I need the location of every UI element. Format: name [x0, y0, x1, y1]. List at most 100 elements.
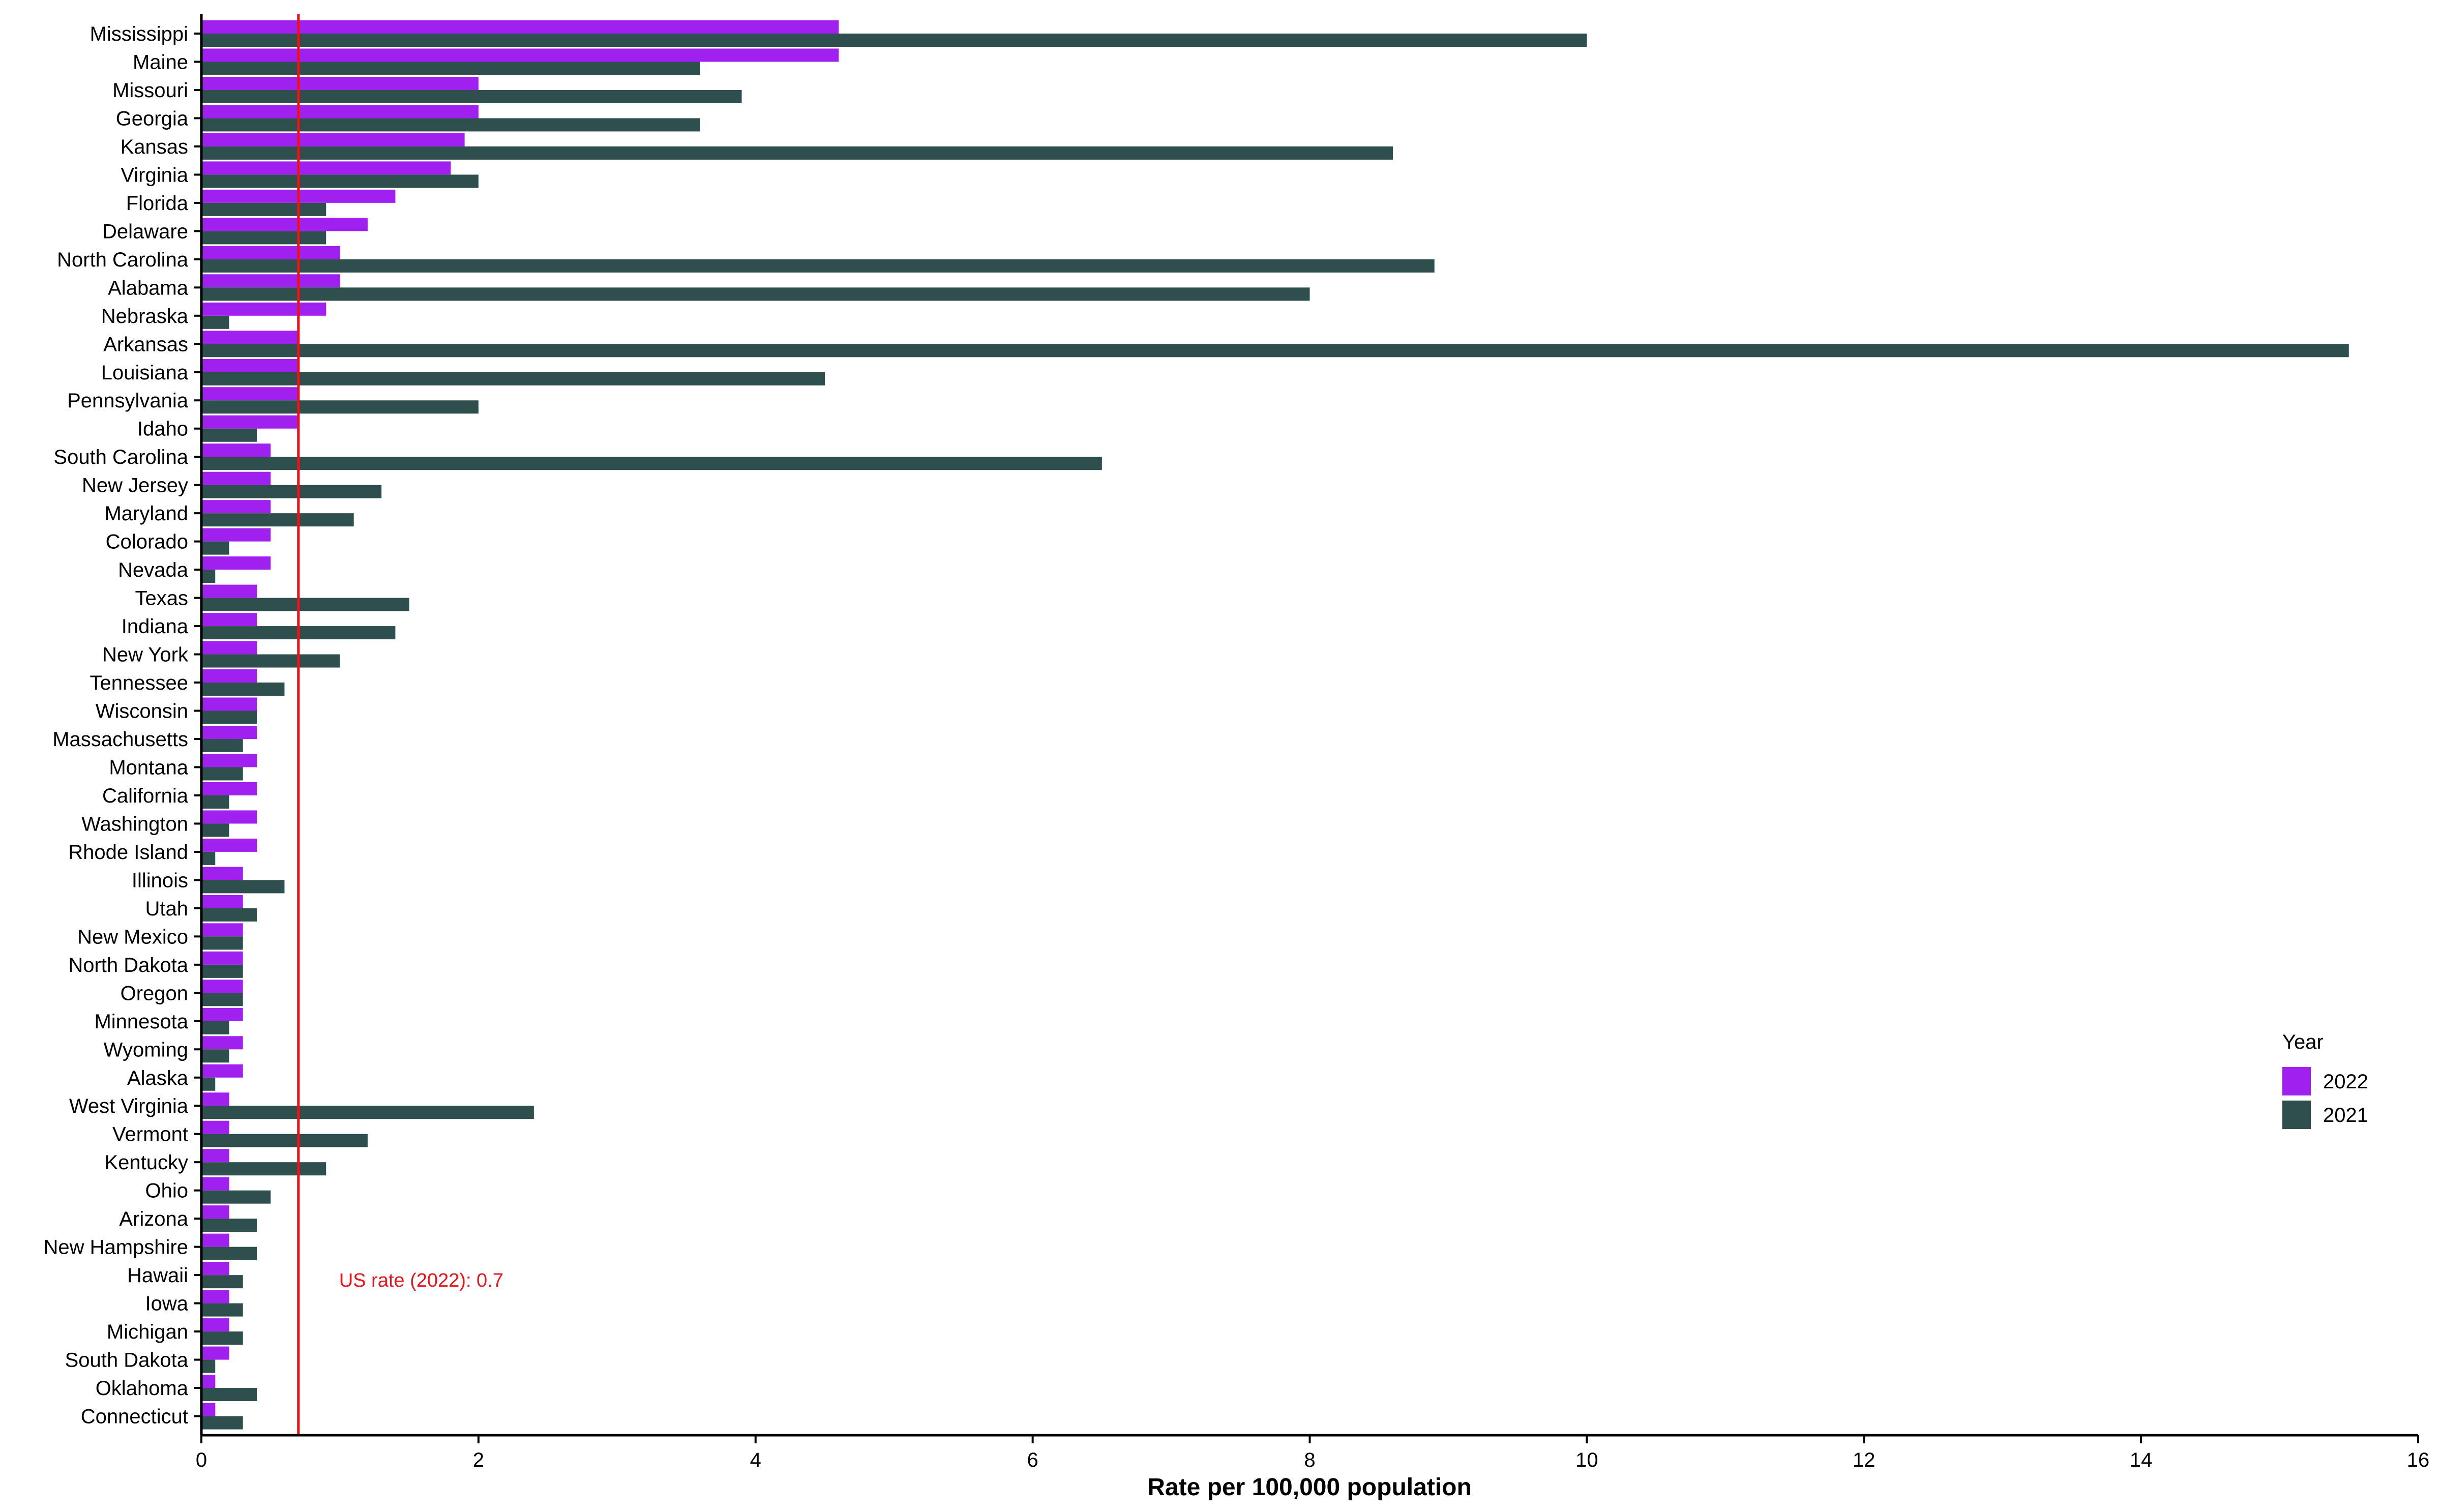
category-label: Missouri — [112, 79, 188, 102]
category-label: Nevada — [118, 559, 189, 581]
category-label: Idaho — [137, 418, 188, 440]
category-label: Arkansas — [103, 333, 188, 355]
legend-swatch-2022 — [2282, 1067, 2311, 1095]
x-tick-label: 4 — [750, 1449, 761, 1471]
legend-title: Year — [2282, 1031, 2324, 1053]
bar-2022-ohio — [201, 1177, 229, 1191]
category-label: New Mexico — [77, 926, 188, 948]
bar-2022-new-york — [201, 641, 257, 655]
bar-2022-idaho — [201, 415, 299, 429]
category-label: Minnesota — [94, 1011, 188, 1033]
bar-2022-south-dakota — [201, 1346, 229, 1360]
bar-2022-hawaii — [201, 1262, 229, 1276]
category-label: South Dakota — [65, 1349, 189, 1372]
bar-2021-west-virginia — [201, 1106, 534, 1119]
us-rate-label: US rate (2022): 0.7 — [339, 1270, 503, 1291]
bar-2022-virginia — [201, 161, 451, 175]
category-label: Georgia — [116, 107, 189, 130]
bar-2021-wisconsin — [201, 710, 257, 724]
x-tick-label: 2 — [473, 1449, 484, 1471]
bar-2022-new-mexico — [201, 923, 243, 937]
category-label: Alaska — [127, 1067, 189, 1089]
x-tick-label: 6 — [1027, 1449, 1038, 1471]
category-label: Louisiana — [101, 362, 189, 384]
bar-2022-colorado — [201, 528, 271, 542]
bar-2021-mississippi — [201, 34, 1587, 47]
bar-2022-vermont — [201, 1120, 229, 1134]
x-ticks: 0 2 4 6 8 10 12 14 16 — [196, 1435, 2429, 1471]
bar-2022-wyoming — [201, 1036, 243, 1050]
category-label: Pennsylvania — [67, 390, 189, 412]
bar-2022-arizona — [201, 1205, 229, 1219]
bar-2022-iowa — [201, 1290, 229, 1303]
bar-2021-alaska — [201, 1077, 216, 1091]
category-label: Kansas — [121, 136, 188, 158]
bar-2022-oklahoma — [201, 1375, 216, 1388]
bar-2022-michigan — [201, 1318, 229, 1332]
reference-line-layer: US rate (2022): 0.7 — [297, 14, 503, 1435]
bar-2021-louisiana — [201, 372, 825, 386]
bar-2022-nevada — [201, 556, 271, 570]
category-label: Utah — [145, 898, 189, 920]
bar-2021-texas — [201, 598, 409, 611]
category-label: Indiana — [122, 615, 189, 638]
bar-2021-florida — [201, 202, 326, 216]
bar-2021-utah — [201, 908, 257, 922]
category-label: Colorado — [106, 531, 188, 553]
category-label: Iowa — [145, 1293, 189, 1315]
bar-2022-south-carolina — [201, 443, 271, 457]
bar-2022-kentucky — [201, 1149, 229, 1163]
category-label: California — [102, 785, 189, 807]
bar-2021-new-mexico — [201, 936, 243, 950]
bar-2021-washington — [201, 823, 229, 837]
category-label: Illinois — [132, 869, 188, 892]
bar-2022-delaware — [201, 218, 368, 231]
bar-2021-iowa — [201, 1303, 243, 1317]
bar-2022-maryland — [201, 500, 271, 514]
bar-2021-georgia — [201, 118, 700, 132]
bar-2021-nevada — [201, 570, 216, 583]
category-label: Alabama — [108, 277, 189, 299]
category-label: Rhode Island — [68, 841, 188, 864]
category-label: Washington — [81, 813, 188, 835]
category-label: Arizona — [119, 1208, 188, 1230]
bar-2022-illinois — [201, 867, 243, 880]
category-label: Texas — [135, 587, 189, 610]
bar-2021-delaware — [201, 231, 326, 245]
bar-2022-rhode-island — [201, 838, 257, 852]
category-label: Wyoming — [104, 1039, 188, 1061]
bar-2021-rhode-island — [201, 851, 216, 865]
bar-2022-alabama — [201, 274, 340, 288]
x-tick-label: 0 — [196, 1449, 207, 1471]
x-tick-label: 16 — [2407, 1449, 2430, 1471]
category-label: West Virginia — [69, 1095, 189, 1117]
bar-2021-north-dakota — [201, 964, 243, 978]
bar-2022-north-carolina — [201, 246, 340, 259]
category-label: Oregon — [121, 982, 188, 1004]
category-label: South Carolina — [53, 446, 188, 468]
bar-2021-minnesota — [201, 1021, 229, 1034]
bar-2022-massachusetts — [201, 726, 257, 739]
bar-2022-maine — [201, 48, 839, 62]
bar-2021-hawaii — [201, 1275, 243, 1289]
bar-2022-montana — [201, 754, 257, 767]
x-tick-label: 8 — [1304, 1449, 1315, 1471]
bar-2021-vermont — [201, 1134, 368, 1147]
bar-2021-tennessee — [201, 683, 285, 696]
bar-2021-arkansas — [201, 344, 2349, 358]
legend-label: 2022 — [2323, 1071, 2368, 1093]
bar-2021-new-hampshire — [201, 1247, 257, 1260]
bar-2021-ohio — [201, 1190, 271, 1204]
category-label: New Jersey — [82, 475, 188, 497]
bar-2021-nebraska — [201, 315, 229, 329]
bar-2021-new-york — [201, 654, 340, 668]
category-label: Massachusetts — [52, 728, 188, 751]
category-label: Ohio — [145, 1180, 189, 1202]
bar-2021-missouri — [201, 90, 742, 103]
category-label: Maine — [133, 51, 188, 73]
bar-2021-south-dakota — [201, 1359, 216, 1373]
category-label: Vermont — [112, 1123, 188, 1146]
bar-2021-pennsylvania — [201, 400, 479, 414]
bar-2021-kansas — [201, 146, 1393, 160]
